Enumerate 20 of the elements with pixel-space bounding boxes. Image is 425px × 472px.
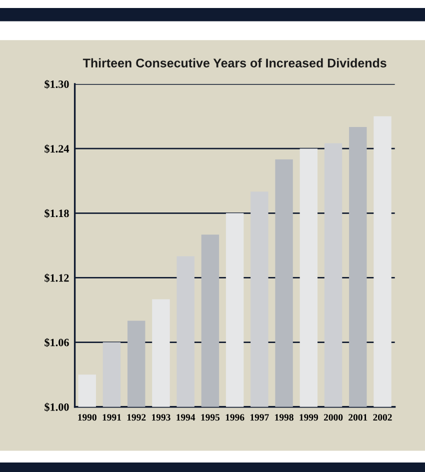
y-tick-label: $1.06 <box>44 338 69 347</box>
x-tick-label: 1990 <box>78 414 96 421</box>
y-tick-label: $1.30 <box>44 80 69 89</box>
chart-title: Thirteen Consecutive Years of Increased Dividends <box>82 58 386 68</box>
y-tick-label: $1.18 <box>44 208 69 218</box>
y-tick-label: $1.24 <box>44 144 70 154</box>
x-tick-label: 1996 <box>226 414 244 421</box>
x-tick-label: 1997 <box>250 414 269 421</box>
x-tick-label: 2001 <box>348 414 368 421</box>
x-tick-label: 1991 <box>102 414 121 421</box>
x-tick-label: 1999 <box>300 414 318 421</box>
x-tick-label: 1994 <box>176 414 196 421</box>
x-tick-label: 1992 <box>127 414 146 421</box>
y-tick-label: $1.12 <box>44 274 69 282</box>
y-tick-label: $1.00 <box>44 402 69 412</box>
x-tick-label: 2000 <box>324 414 343 421</box>
x-tick-label: 1993 <box>152 414 170 421</box>
x-tick-label: 1998 <box>275 414 294 421</box>
x-tick-label: 2002 <box>373 414 392 421</box>
x-tick-label: 1995 <box>201 414 220 421</box>
